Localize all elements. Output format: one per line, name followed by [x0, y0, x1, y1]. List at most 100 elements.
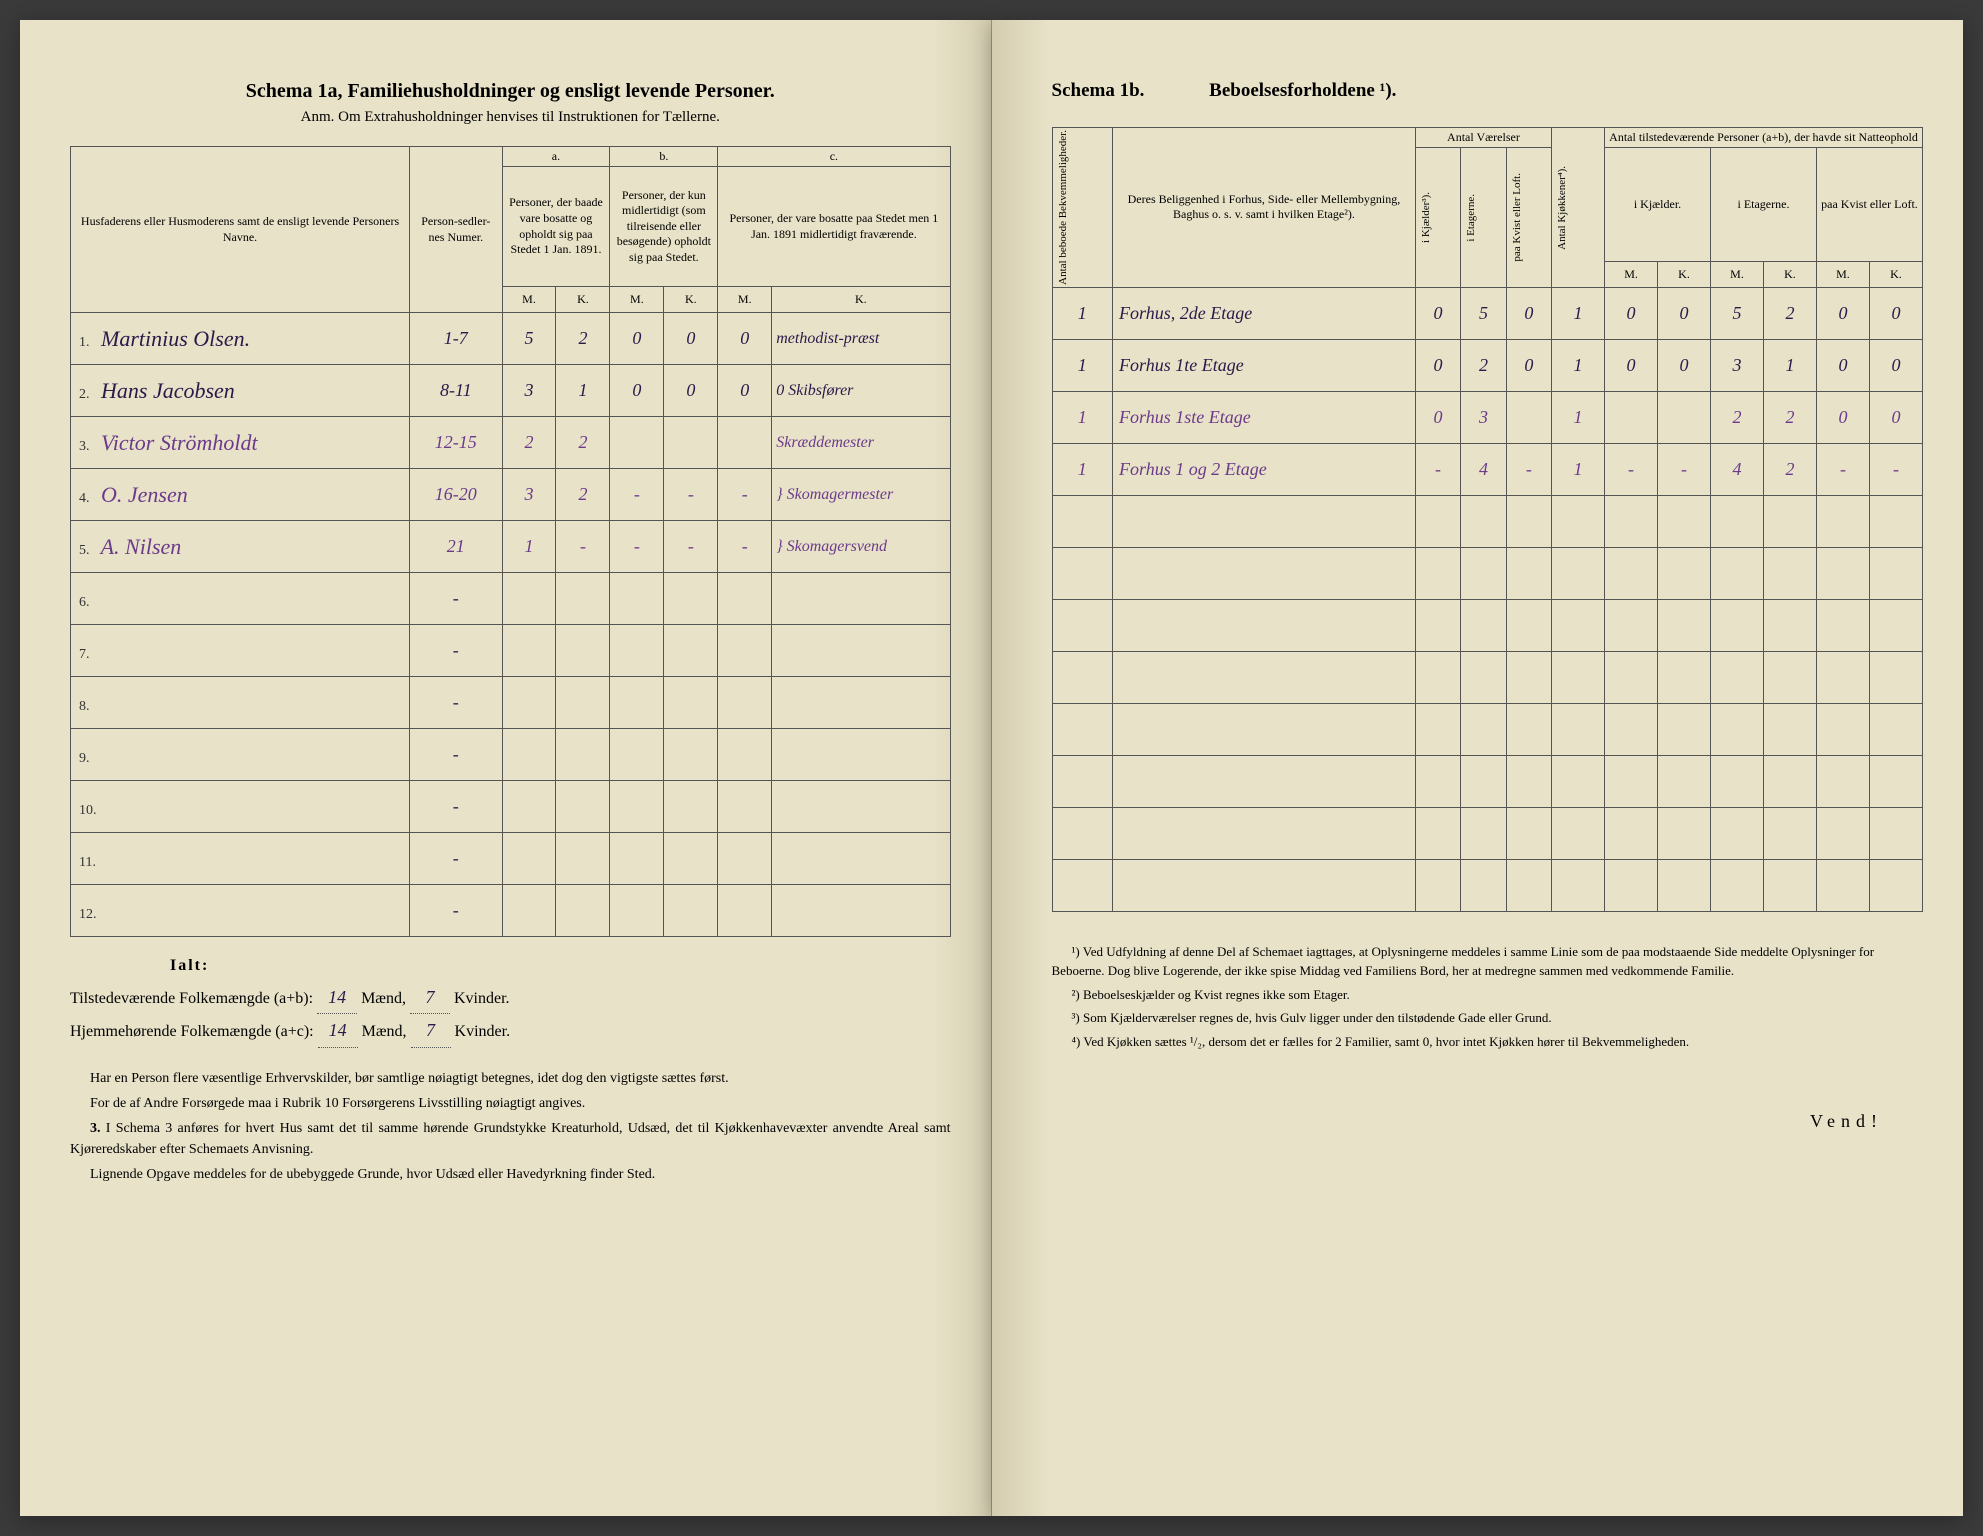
cell-et [1461, 495, 1506, 547]
cell-bM: 0 [610, 313, 664, 365]
header-natte: Antal tilstedeværende Personer (a+b), de… [1605, 128, 1923, 148]
cell-kjok [1552, 755, 1605, 807]
cell-nEtM: 4 [1711, 443, 1764, 495]
cell-aM [502, 573, 556, 625]
cell-kjok [1552, 495, 1605, 547]
header-v-kj: i Kjælder³). [1420, 192, 1432, 243]
cell-kj [1415, 495, 1460, 547]
table-row [1052, 755, 1923, 807]
cell-nEtM [1711, 755, 1764, 807]
footnote-1: ¹) Ved Udfyldning af denne Del af Schema… [1052, 942, 1924, 981]
cell-nKvM [1816, 859, 1869, 911]
cell-bM [610, 729, 664, 781]
cell-name: 1. Martinius Olsen. [71, 313, 410, 365]
cell-belig: Forhus 1 og 2 Etage [1113, 443, 1416, 495]
cell-nKjM [1605, 859, 1658, 911]
cell-name: 2. Hans Jacobsen [71, 365, 410, 417]
footnote-4: ⁴) Ved Kjøkken sættes ¹/₂, dersom det er… [1052, 1032, 1924, 1052]
h-nKjM: M. [1605, 261, 1658, 287]
right-page: Schema 1b. Beboelsesforholdene ¹). Antal… [992, 20, 1964, 1516]
cell-kv: 0 [1506, 287, 1551, 339]
cell-nKjK [1658, 547, 1711, 599]
schema-1b-heading: Beboelsesforholdene ¹). [1209, 80, 1396, 101]
h-nKvM: M. [1816, 261, 1869, 287]
header-belig: Deres Beliggenhed i Forhus, Side- eller … [1113, 128, 1416, 288]
cell-kj: 0 [1415, 339, 1460, 391]
header-names: Husfaderens eller Husmoderens samt de en… [71, 147, 410, 313]
left-page: Schema 1a, Familiehusholdninger og ensli… [20, 20, 992, 1516]
tl2-klabel: Kvinder. [455, 1023, 511, 1040]
cell-kj [1415, 651, 1460, 703]
cell-nKvM: 0 [1816, 339, 1869, 391]
cell-aK [556, 885, 610, 937]
note-p1: Har en Person flere væsentlige Erhvervsk… [70, 1068, 951, 1089]
cell-bekv [1052, 599, 1113, 651]
cell-kjok: 1 [1552, 339, 1605, 391]
cell-bekv [1052, 703, 1113, 755]
cell-name: 7. [71, 625, 410, 677]
right-footnotes: ¹) Ved Udfyldning af denne Del af Schema… [1052, 942, 1924, 1052]
cell-nEtM [1711, 495, 1764, 547]
cell-aM [502, 625, 556, 677]
cell-bK [664, 885, 718, 937]
table-row [1052, 547, 1923, 599]
cell-aK [556, 729, 610, 781]
cell-nKjK [1658, 391, 1711, 443]
cell-nEtM [1711, 807, 1764, 859]
tl1-k: 7 [410, 981, 450, 1014]
cell-nKvK: 0 [1869, 339, 1922, 391]
cell-aM [502, 729, 556, 781]
cell-et [1461, 547, 1506, 599]
totals-line1: Tilstedeværende Folkemængde (a+b): 14 Mæ… [70, 981, 951, 1014]
header-bM: M. [610, 287, 664, 313]
cell-kj: - [1415, 443, 1460, 495]
cell-bK: - [664, 469, 718, 521]
cell-bekv: 1 [1052, 287, 1113, 339]
cell-nKvK: 0 [1869, 391, 1922, 443]
cell-nKjK: 0 [1658, 287, 1711, 339]
cell-bK [664, 573, 718, 625]
cell-belig: Forhus 1te Etage [1113, 339, 1416, 391]
table-row: 1 Forhus, 2de Etage 0 5 0 1 0 0 5 2 0 0 [1052, 287, 1923, 339]
cell-cM: - [718, 521, 772, 573]
cell-nKvK [1869, 547, 1922, 599]
cell-bekv [1052, 859, 1113, 911]
cell-nKvK [1869, 807, 1922, 859]
table-row [1052, 599, 1923, 651]
cell-nEtK: 2 [1763, 287, 1816, 339]
cell-kv [1506, 599, 1551, 651]
note-p2: For de af Andre Forsørgede maa i Rubrik … [70, 1093, 951, 1114]
cell-nKjK [1658, 495, 1711, 547]
cell-name: 4. O. Jensen [71, 469, 410, 521]
cell-bekv: 1 [1052, 339, 1113, 391]
cell-nKvK [1869, 495, 1922, 547]
cell-cM [718, 417, 772, 469]
cell-et: 4 [1461, 443, 1506, 495]
cell-kv [1506, 807, 1551, 859]
cell-kj: 0 [1415, 287, 1460, 339]
cell-nEtK: 2 [1763, 443, 1816, 495]
cell-sedler: - [410, 677, 502, 729]
cell-aK: - [556, 521, 610, 573]
cell-sedler: - [410, 729, 502, 781]
tl2-mlabel: Mænd, [362, 1023, 407, 1040]
cell-nKvM: 0 [1816, 287, 1869, 339]
header-bK: K. [664, 287, 718, 313]
footnote-3: ³) Som Kjælderværelser regnes de, hvis G… [1052, 1008, 1924, 1028]
cell-kjok [1552, 651, 1605, 703]
cell-nKvM [1816, 651, 1869, 703]
header-b: Personer, der kun midlertidigt (som tilr… [610, 167, 718, 287]
cell-bK: - [664, 521, 718, 573]
cell-sedler: - [410, 833, 502, 885]
header-n-kv: paa Kvist eller Loft. [1816, 148, 1922, 262]
table-row: 1. Martinius Olsen. 1-7 5 2 0 0 0 method… [71, 313, 951, 365]
header-a: Personer, der baade vare bosatte og opho… [502, 167, 610, 287]
cell-kjok: 1 [1552, 287, 1605, 339]
cell-et: 5 [1461, 287, 1506, 339]
cell-cK [772, 885, 950, 937]
cell-et [1461, 599, 1506, 651]
cell-bekv: 1 [1052, 391, 1113, 443]
cell-bekv [1052, 755, 1113, 807]
cell-aM [502, 885, 556, 937]
cell-sedler: - [410, 885, 502, 937]
